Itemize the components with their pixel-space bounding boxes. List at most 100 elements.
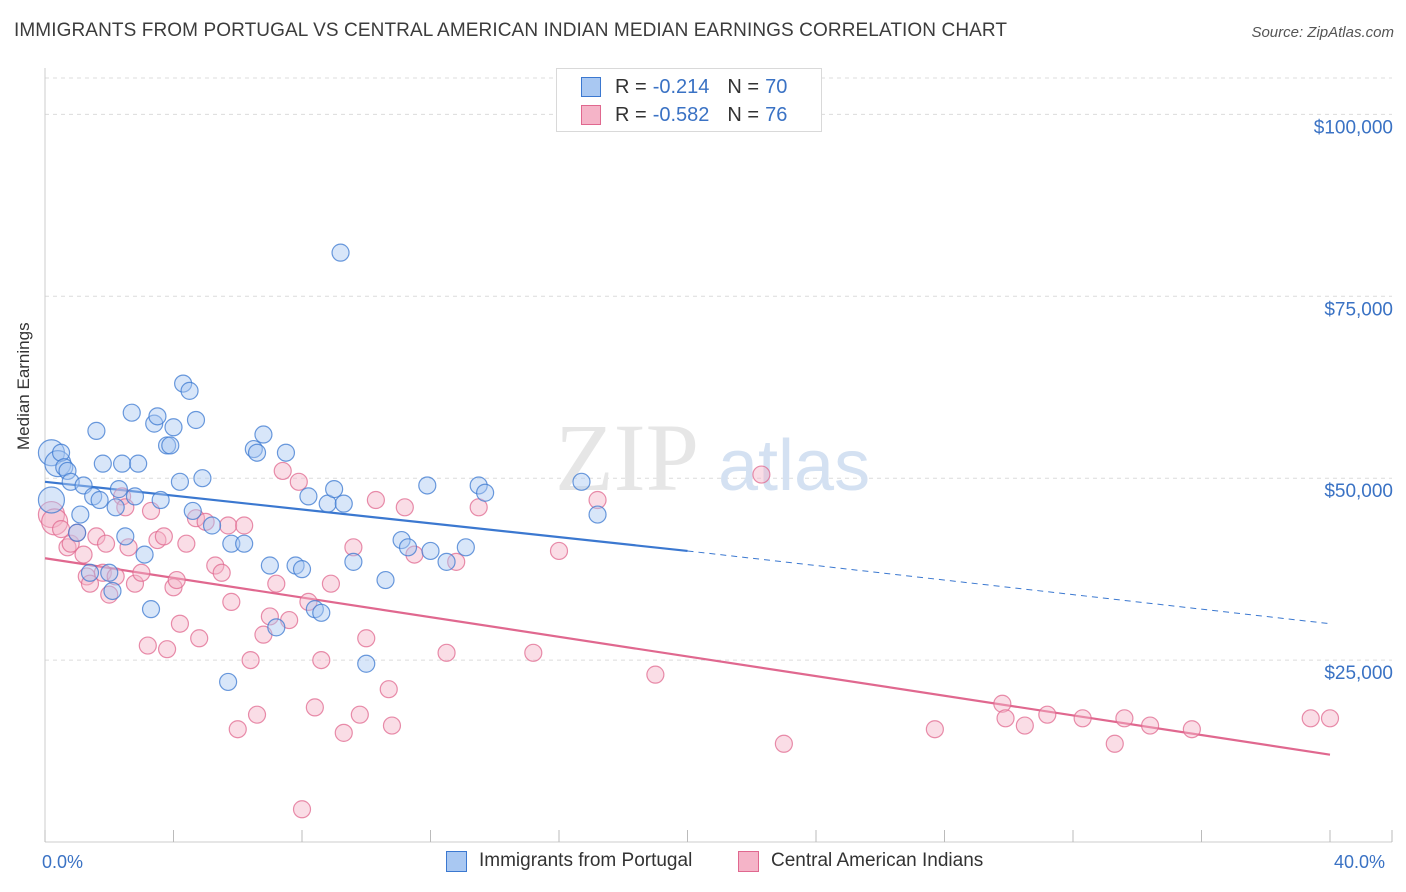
point-central-american xyxy=(447,552,466,571)
point-central-american xyxy=(154,527,173,546)
trend-line-portugal xyxy=(44,480,688,553)
point-central-american xyxy=(1301,709,1320,728)
y-tick-label: $25,000 xyxy=(1324,663,1393,684)
point-portugal xyxy=(247,443,267,462)
point-central-american xyxy=(1115,709,1134,728)
stats-row-central-american: R = -0.582 N = 76 xyxy=(581,101,787,129)
y-tick-labels: $25,000 $50,000 $75,000 $100,000 xyxy=(1314,117,1393,684)
point-portugal xyxy=(183,501,202,521)
point-central-american xyxy=(379,680,398,699)
point-portugal xyxy=(588,505,607,524)
point-central-american xyxy=(241,650,260,670)
point-portugal xyxy=(129,454,148,473)
legend-swatch-pink xyxy=(581,105,601,125)
point-central-american xyxy=(299,592,318,611)
legend-item-portugal[interactable]: Immigrants from Portugal xyxy=(446,850,692,872)
point-portugal xyxy=(193,469,212,488)
data-points xyxy=(37,243,1340,819)
point-portugal xyxy=(135,545,154,564)
point-portugal xyxy=(219,672,238,692)
point-central-american xyxy=(190,629,209,648)
stats-legend: R = -0.214 N = 70 R = -0.582 N = 76 xyxy=(556,68,822,132)
legend-item-central-american[interactable]: Central American Indians xyxy=(738,850,983,872)
point-portugal xyxy=(312,603,331,622)
watermark-zip: ZIP xyxy=(555,404,699,511)
point-central-american xyxy=(170,614,190,633)
point-portugal xyxy=(469,476,488,495)
point-portugal xyxy=(267,618,286,637)
watermark: ZIP atlas xyxy=(555,404,870,511)
point-central-american xyxy=(132,563,151,582)
point-central-american xyxy=(1320,709,1340,728)
point-portugal xyxy=(68,523,87,542)
point-central-american xyxy=(273,461,292,481)
trend-line-central-american xyxy=(44,557,1331,756)
point-portugal xyxy=(161,436,180,455)
point-portugal xyxy=(292,560,312,579)
point-portugal xyxy=(276,443,296,462)
r-value: -0.214 xyxy=(652,75,710,98)
point-portugal xyxy=(334,494,353,513)
point-central-american xyxy=(206,556,225,575)
r-label: R = xyxy=(615,75,647,98)
point-portugal xyxy=(122,403,141,422)
point-portugal xyxy=(398,538,418,557)
point-central-american xyxy=(357,629,376,648)
point-central-american xyxy=(588,490,607,510)
point-portugal xyxy=(180,381,199,400)
point-central-american xyxy=(993,694,1012,713)
point-central-american xyxy=(321,574,341,593)
point-central-american xyxy=(312,650,331,670)
point-central-american xyxy=(235,516,254,535)
legend-label: Central American Indians xyxy=(771,850,984,871)
point-portugal xyxy=(235,534,254,553)
point-central-american xyxy=(267,574,286,593)
point-central-american xyxy=(395,498,414,517)
point-central-american xyxy=(996,709,1015,728)
point-central-american xyxy=(774,734,793,753)
point-central-american xyxy=(219,516,238,535)
point-central-american xyxy=(1073,709,1092,728)
point-portugal xyxy=(103,581,122,601)
point-central-american xyxy=(167,570,186,590)
point-portugal xyxy=(572,472,591,491)
point-portugal xyxy=(456,538,475,557)
point-portugal xyxy=(141,600,161,619)
point-central-american xyxy=(350,705,369,724)
legend-swatch-pink xyxy=(738,850,759,872)
point-portugal xyxy=(164,418,183,437)
point-portugal xyxy=(93,454,112,473)
axes xyxy=(44,68,1393,843)
chart-title: IMMIGRANTS FROM PORTUGAL VS CENTRAL AMER… xyxy=(14,20,1008,41)
point-portugal xyxy=(109,480,128,499)
point-central-american xyxy=(366,490,385,510)
y-tick-label: $50,000 xyxy=(1324,481,1393,502)
point-portugal xyxy=(80,563,100,582)
r-label: R = xyxy=(615,103,647,126)
point-central-american xyxy=(247,705,267,724)
point-central-american xyxy=(87,527,106,546)
point-central-american xyxy=(119,538,138,557)
x-tick-min: 0.0% xyxy=(42,852,84,872)
point-portugal xyxy=(437,552,456,571)
point-central-american xyxy=(1105,734,1124,753)
point-portugal xyxy=(151,490,170,510)
point-central-american xyxy=(157,640,177,659)
point-portugal xyxy=(100,563,119,582)
point-central-american xyxy=(74,545,93,564)
point-portugal xyxy=(106,498,125,517)
point-portugal xyxy=(202,516,222,535)
point-portugal xyxy=(90,490,109,510)
point-central-american xyxy=(1038,705,1057,724)
point-central-american xyxy=(1182,720,1201,739)
point-portugal xyxy=(222,534,241,553)
point-portugal xyxy=(87,421,106,440)
point-portugal xyxy=(186,410,206,430)
point-central-american xyxy=(222,592,241,611)
trend-lines xyxy=(44,480,1331,756)
legend-swatch-blue xyxy=(581,77,601,97)
point-central-american xyxy=(61,534,80,553)
point-central-american xyxy=(925,720,944,739)
point-portugal xyxy=(174,374,193,393)
